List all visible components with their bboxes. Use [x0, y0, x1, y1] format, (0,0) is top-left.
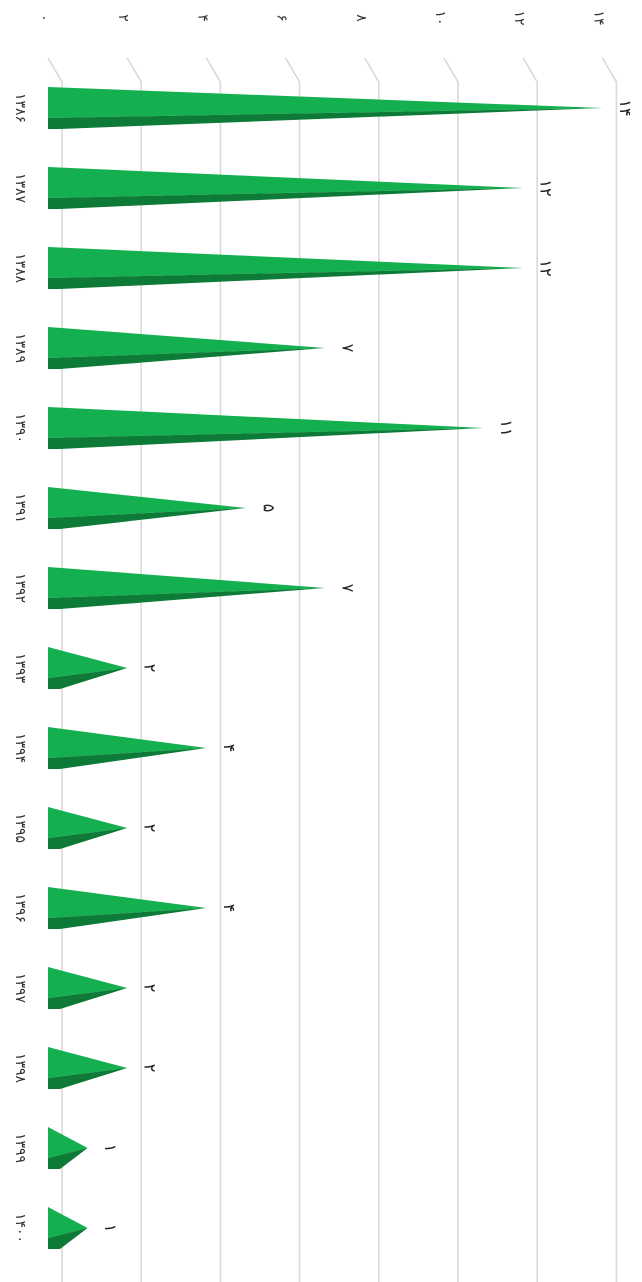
bar-face-light: [48, 247, 524, 278]
x-tick-label: ۸: [353, 14, 369, 22]
data-label: ۲: [141, 824, 160, 833]
gridline: [126, 57, 142, 1282]
bar-face-dark: [48, 108, 603, 129]
bar: [48, 87, 603, 129]
bar: [48, 407, 484, 449]
category-label: ۱۳۹۹: [12, 1133, 28, 1163]
bar-face-dark: [48, 1148, 88, 1169]
gridline: [364, 57, 380, 1282]
x-tick-label: ۱۰: [432, 10, 448, 25]
category-label: ۱۳۹۴: [12, 733, 28, 763]
bar-face-light: [48, 1207, 88, 1238]
bar-face-light: [48, 647, 128, 678]
x-tick-label: ۴: [194, 14, 210, 22]
bar-face-dark: [48, 908, 207, 929]
category-label-layer: ۱۳۸۶ ۱۳۸۷ ۱۳۸۸ ۱۳۸۹ ۱۳۹۰ ۱۳۹۱ ۱۳۹۲ ۱۳۹۳ ۱۳۹۴ ۱۳۹۵…: [12, 93, 28, 1243]
category-label: ۱۳۹۲: [12, 573, 28, 603]
gridline: [443, 57, 459, 1282]
bar: [48, 647, 128, 689]
bar-face-light: [48, 167, 524, 198]
bar-face-dark: [48, 748, 207, 769]
bar: [48, 327, 326, 369]
category-label: ۱۳۹۸: [12, 1053, 28, 1084]
category-label: ۱۳۸۹: [12, 333, 28, 363]
bar-face-dark: [48, 588, 326, 609]
bar: [48, 1047, 128, 1089]
bar: [48, 167, 524, 209]
bar-layer: [48, 87, 603, 1249]
category-label: ۱۳۹۱: [12, 493, 28, 523]
data-label: ۱۲: [537, 179, 556, 196]
bar-face-dark: [48, 988, 128, 1009]
data-label: ۴: [220, 904, 239, 913]
data-label: ۵: [260, 504, 279, 513]
bar-face-dark: [48, 1228, 88, 1249]
bar-face-dark: [48, 268, 524, 289]
bar-face-dark: [48, 428, 484, 449]
category-label: ۱۳۹۶: [12, 893, 28, 923]
bar: [48, 247, 524, 289]
data-label: ۲: [141, 664, 160, 673]
tick-layer: ۰ ۲ ۴ ۶ ۸ ۱۰ ۱۲ ۱۴: [36, 10, 606, 25]
category-label: ۱۳۹۷: [12, 973, 28, 1004]
data-label: ۲: [141, 1064, 160, 1073]
bar-face-light: [48, 327, 326, 358]
bar: [48, 487, 246, 529]
bar: [48, 727, 207, 769]
bar-face-light: [48, 87, 603, 118]
data-label: ۷: [339, 344, 358, 353]
bar-face-light: [48, 407, 484, 438]
bar-face-light: [48, 567, 326, 598]
gridline: [47, 57, 63, 1282]
data-label: ۱۱: [497, 419, 516, 436]
data-label: ۴: [220, 744, 239, 753]
grid-layer: [47, 57, 618, 1282]
bar: [48, 807, 128, 849]
bar: [48, 967, 128, 1009]
bar: [48, 1127, 88, 1169]
category-label: ۱۳۹۳: [12, 653, 28, 684]
gridline: [601, 57, 618, 1282]
bar-face-light: [48, 967, 128, 998]
category-label: ۱۳۹۰: [12, 413, 28, 443]
gridline: [284, 57, 301, 1282]
bar-face-dark: [48, 188, 524, 209]
bar-face-light: [48, 1047, 128, 1078]
data-label: ۱: [101, 1144, 120, 1153]
x-tick-label: ۱۴: [590, 10, 606, 25]
data-label: ۱۴: [616, 99, 635, 116]
bar-face-dark: [48, 668, 128, 689]
data-label: ۷: [339, 584, 358, 593]
category-label: ۱۳۹۵: [12, 813, 28, 843]
data-label: ۲: [141, 984, 160, 993]
bar-face-dark: [48, 828, 128, 849]
category-label: ۱۳۸۸: [12, 253, 28, 284]
gridline: [522, 57, 538, 1282]
gridline: [205, 57, 222, 1282]
bar: [48, 567, 326, 609]
bar: [48, 887, 207, 929]
bar-face-light: [48, 1127, 88, 1158]
bar-face-light: [48, 807, 128, 838]
bar-face-dark: [48, 508, 246, 529]
x-tick-label: ۱۲: [511, 10, 527, 25]
bar: [48, 1207, 88, 1249]
data-label: ۱: [101, 1224, 120, 1233]
x-tick-label: ۰: [36, 14, 52, 22]
data-label: ۱۲: [537, 259, 556, 276]
bar-face-light: [48, 887, 207, 918]
bar-face-dark: [48, 1068, 128, 1089]
x-tick-label: ۶: [274, 14, 290, 22]
bar-face-light: [48, 487, 246, 518]
x-tick-label: ۲: [115, 14, 131, 22]
bar-face-dark: [48, 348, 326, 369]
bar-face-light: [48, 727, 207, 758]
category-label: ۱۳۸۷: [12, 173, 28, 204]
category-label: ۱۴۰۰: [12, 1213, 28, 1243]
category-label: ۱۳۸۶: [12, 93, 28, 123]
